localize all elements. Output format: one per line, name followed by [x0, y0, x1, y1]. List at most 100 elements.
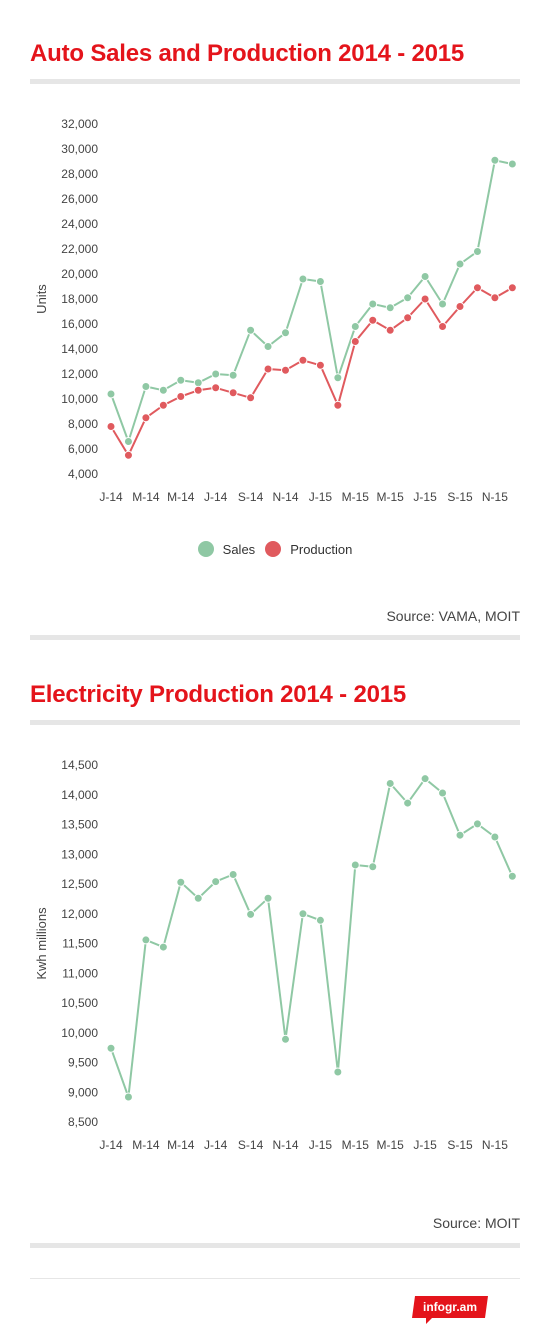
series-2-point[interactable]	[246, 393, 256, 403]
series-1-point[interactable]	[315, 277, 325, 286]
series-1-point[interactable]	[176, 877, 186, 887]
series-1-point[interactable]	[141, 382, 151, 391]
series-1-point[interactable]	[333, 1067, 343, 1077]
y-tick-label: 13,000	[61, 847, 98, 861]
series-2-point[interactable]	[472, 283, 482, 293]
series-1-point[interactable]	[106, 1043, 116, 1053]
series-line-2	[110, 286, 513, 457]
series-2-point[interactable]	[141, 413, 151, 423]
series-1-point[interactable]	[385, 778, 395, 788]
electricity-chart-title: Electricity Production 2014 - 2015	[30, 681, 407, 708]
series-1-point[interactable]	[193, 893, 203, 903]
series-1-point[interactable]	[420, 272, 430, 281]
series-1-point[interactable]	[315, 915, 325, 925]
series-1-point[interactable]	[350, 860, 360, 870]
y-tick-label: 14,000	[61, 788, 98, 802]
series-2-point[interactable]	[490, 293, 500, 303]
series-1-point[interactable]	[472, 819, 482, 829]
series-2-point[interactable]	[211, 383, 221, 393]
series-1-point[interactable]	[123, 437, 133, 446]
x-tick-label: J-14	[204, 1138, 228, 1152]
series-1-point[interactable]	[176, 375, 186, 385]
series-1-point[interactable]	[246, 909, 256, 919]
series-1-point[interactable]	[403, 798, 413, 808]
series-1-point[interactable]	[368, 862, 378, 872]
series-1-point[interactable]	[490, 832, 500, 842]
x-tick-label: M-14	[167, 490, 195, 504]
series-1-point[interactable]	[385, 303, 395, 313]
series-1-point[interactable]	[211, 877, 221, 887]
series-1-point[interactable]	[263, 893, 273, 903]
series-2-point[interactable]	[350, 337, 360, 346]
series-1-point[interactable]	[403, 293, 413, 303]
series-1-point[interactable]	[246, 325, 256, 335]
x-tick-label: S-15	[447, 490, 473, 504]
series-1-point[interactable]	[507, 871, 517, 881]
series-1-point[interactable]	[490, 155, 500, 165]
series-1-point[interactable]	[472, 247, 482, 256]
series-1-point[interactable]	[438, 299, 448, 309]
y-tick-label: 28,000	[61, 167, 98, 181]
series-1-point[interactable]	[438, 788, 448, 798]
series-1-point[interactable]	[141, 935, 151, 945]
series-2-point[interactable]	[193, 385, 203, 395]
y-tick-label: 14,500	[61, 758, 98, 772]
series-1-point[interactable]	[298, 909, 308, 919]
legend-item-sales[interactable]: Sales	[197, 541, 256, 557]
series-1-point[interactable]	[123, 1092, 133, 1102]
series-1-point[interactable]	[333, 373, 343, 383]
series-1-point[interactable]	[420, 774, 430, 784]
x-tick-label: J-15	[309, 1138, 333, 1152]
y-tick-label: 30,000	[61, 142, 98, 156]
x-tick-label: N-14	[272, 490, 298, 504]
series-2-point[interactable]	[263, 364, 273, 374]
production-legend-marker	[265, 541, 282, 557]
series-1-point[interactable]	[281, 1034, 290, 1044]
series-1-point[interactable]	[507, 159, 517, 169]
legend-label-sales: Sales	[222, 541, 256, 557]
series-2-point[interactable]	[281, 365, 290, 375]
y-tick-label: 14,000	[61, 342, 98, 356]
series-1-point[interactable]	[455, 259, 465, 269]
series-2-point[interactable]	[123, 450, 133, 460]
infogram-logo-icon	[412, 1296, 488, 1324]
y-tick-label: 10,500	[61, 996, 98, 1010]
series-2-point[interactable]	[438, 322, 448, 331]
series-1-point[interactable]	[350, 322, 360, 331]
series-2-point[interactable]	[507, 283, 517, 293]
series-2-point[interactable]	[455, 302, 465, 311]
infogram-badge[interactable]: infogr.am	[412, 1296, 488, 1324]
series-2-point[interactable]	[298, 355, 308, 365]
series-1-point[interactable]	[193, 378, 203, 388]
title-divider	[30, 720, 520, 725]
series-2-point[interactable]	[228, 388, 238, 398]
series-1-point[interactable]	[158, 942, 168, 952]
series-2-point[interactable]	[158, 400, 168, 410]
series-1-point[interactable]	[228, 869, 238, 879]
series-1-point[interactable]	[158, 385, 168, 395]
series-2-point[interactable]	[176, 392, 186, 401]
x-tick-label: M-15	[377, 490, 405, 504]
series-1-point[interactable]	[368, 299, 378, 309]
series-line-1	[110, 777, 514, 1098]
series-2-point[interactable]	[315, 360, 325, 370]
series-1-point[interactable]	[211, 369, 221, 379]
series-1-point[interactable]	[228, 370, 238, 380]
series-2-point[interactable]	[385, 325, 395, 335]
y-tick-label: 12,000	[61, 907, 98, 921]
series-2-point[interactable]	[106, 422, 116, 431]
series-2-point[interactable]	[420, 294, 430, 304]
electricity-chart-source: Source: MOIT	[432, 1215, 520, 1231]
series-1-point[interactable]	[298, 274, 308, 284]
series-1-point[interactable]	[281, 328, 290, 338]
series-1-point[interactable]	[106, 389, 116, 399]
series-1-point[interactable]	[455, 830, 465, 840]
series-2-point[interactable]	[333, 400, 343, 410]
series-2-point[interactable]	[403, 313, 413, 323]
legend-item-production[interactable]: Production	[265, 541, 352, 557]
series-1-point[interactable]	[263, 342, 273, 351]
y-axis-label: Kwh millions	[34, 907, 49, 980]
x-tick-label: J-15	[309, 490, 333, 504]
series-2-point[interactable]	[368, 315, 378, 325]
x-tick-label: S-15	[447, 1138, 473, 1152]
